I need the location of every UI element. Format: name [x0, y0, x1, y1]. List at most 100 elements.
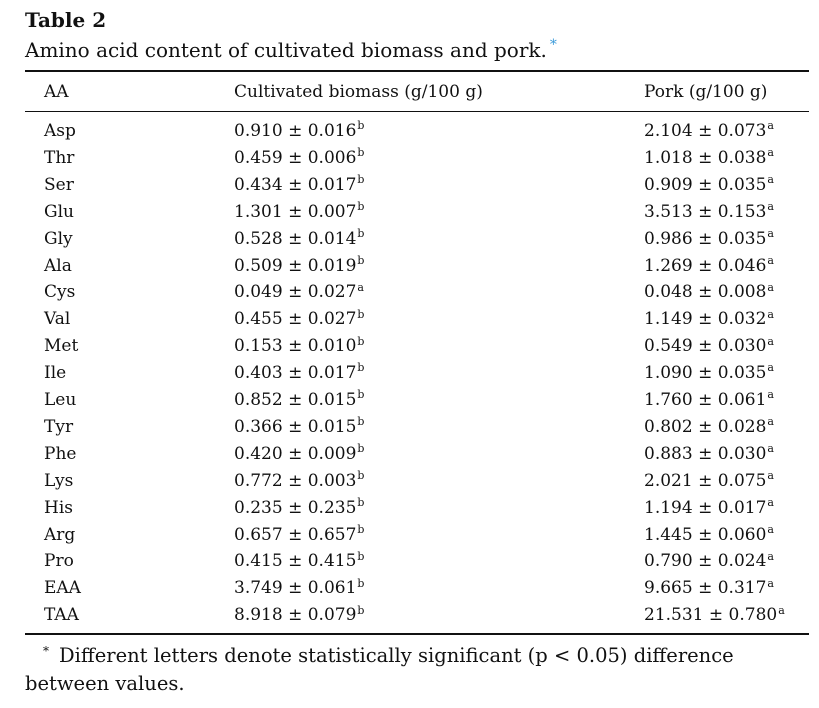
- cultivated-significance-letter: b: [357, 361, 365, 375]
- cell-cultivated: 0.049 ± 0.027a: [234, 279, 364, 306]
- cultivated-value: 0.434 ± 0.017: [234, 174, 357, 195]
- caption-footnote-link[interactable]: *: [549, 37, 557, 54]
- cell-aa: Thr: [44, 147, 75, 168]
- cell-aa: Ile: [44, 363, 67, 384]
- table-row: Ser 0.434 ± 0.017b 0.909 ± 0.035a: [0, 172, 819, 199]
- pork-significance-letter: a: [767, 119, 774, 133]
- cell-aa: Cys: [44, 282, 76, 303]
- cultivated-value: 0.910 ± 0.016: [234, 121, 357, 141]
- cultivated-significance-letter: b: [357, 146, 365, 160]
- cell-aa: Tyr: [44, 416, 74, 437]
- pork-value: 1.090 ± 0.035: [644, 363, 767, 384]
- cultivated-value: 8.918 ± 0.079: [234, 605, 357, 626]
- cell-aa: Leu: [44, 390, 77, 410]
- cell-aa: Ser: [44, 174, 74, 195]
- cell-aa: Pro: [44, 551, 74, 572]
- cell-pork: 1.269 ± 0.046a: [644, 253, 774, 280]
- pork-value: 1.149 ± 0.032: [644, 309, 767, 330]
- pork-value: 2.021 ± 0.075: [644, 470, 767, 491]
- pork-value: 21.531 ± 0.780: [644, 605, 778, 626]
- table-row: TAA 8.918 ± 0.079b 21.531 ± 0.780a: [0, 602, 819, 629]
- pork-significance-letter: a: [767, 253, 774, 267]
- cultivated-value: 0.235 ± 0.235: [234, 497, 357, 518]
- pork-significance-letter: a: [767, 442, 774, 456]
- table-row: Val 0.455 ± 0.027b 1.149 ± 0.032a: [0, 306, 819, 333]
- cell-aa: Arg: [44, 524, 76, 545]
- table-row: Gly 0.528 ± 0.014b 0.986 ± 0.035a: [0, 226, 819, 253]
- table-row: Lys 0.772 ± 0.003b 2.021 ± 0.075a: [0, 468, 819, 495]
- pork-value: 1.445 ± 0.060: [644, 524, 767, 545]
- cell-aa: His: [44, 497, 73, 518]
- pork-significance-letter: a: [767, 415, 774, 429]
- footnote-marker: *: [43, 643, 49, 658]
- cultivated-value: 0.528 ± 0.014: [234, 228, 357, 249]
- cell-aa: TAA: [44, 605, 79, 626]
- table-row: Met 0.153 ± 0.010b 0.549 ± 0.030a: [0, 333, 819, 360]
- cultivated-significance-letter: b: [357, 200, 365, 214]
- table-row: Thr 0.459 ± 0.006b 1.018 ± 0.038a: [0, 145, 819, 172]
- pork-value: 2.104 ± 0.073: [644, 121, 767, 141]
- cell-pork: 1.760 ± 0.061a: [644, 387, 774, 414]
- cell-aa: Phe: [44, 443, 77, 464]
- table-row: Cys 0.049 ± 0.027a 0.048 ± 0.008a: [0, 279, 819, 306]
- pork-value: 3.513 ± 0.153: [644, 201, 767, 222]
- table-row: Asp 0.910 ± 0.016b 2.104 ± 0.073a: [0, 118, 819, 145]
- pork-value: 0.802 ± 0.028: [644, 416, 767, 437]
- cultivated-value: 0.403 ± 0.017: [234, 363, 357, 384]
- cultivated-value: 1.301 ± 0.007: [234, 201, 357, 222]
- cultivated-significance-letter: b: [357, 226, 365, 240]
- pork-value: 0.986 ± 0.035: [644, 228, 767, 249]
- cultivated-value: 0.509 ± 0.019: [234, 255, 357, 276]
- table-row: Arg 0.657 ± 0.657b 1.445 ± 0.060a: [0, 522, 819, 549]
- cell-cultivated: 0.153 ± 0.010b: [234, 333, 364, 360]
- cell-pork: 0.549 ± 0.030a: [644, 333, 774, 360]
- cell-pork: 0.790 ± 0.024a: [644, 548, 774, 575]
- header-pork: Pork (g/100 g): [644, 82, 768, 102]
- cell-cultivated: 0.366 ± 0.015b: [234, 414, 364, 441]
- cultivated-value: 0.049 ± 0.027: [234, 282, 357, 303]
- table-row: Pro 0.415 ± 0.415b 0.790 ± 0.024a: [0, 548, 819, 575]
- cell-aa: Glu: [44, 201, 74, 222]
- cell-pork: 0.048 ± 0.008a: [644, 279, 774, 306]
- cultivated-significance-letter: b: [357, 334, 365, 348]
- cultivated-significance-letter: b: [357, 576, 365, 590]
- table-row: Ala 0.509 ± 0.019b 1.269 ± 0.046a: [0, 253, 819, 280]
- cell-pork: 1.445 ± 0.060a: [644, 522, 774, 549]
- cultivated-value: 0.657 ± 0.657: [234, 524, 357, 545]
- cell-pork: 1.149 ± 0.032a: [644, 306, 774, 333]
- cultivated-value: 0.415 ± 0.415: [234, 551, 357, 572]
- caption-text: Amino acid content of cultivated biomass…: [25, 38, 547, 62]
- table-row: Phe 0.420 ± 0.009b 0.883 ± 0.030a: [0, 441, 819, 468]
- pork-value: 1.194 ± 0.017: [644, 497, 767, 518]
- cultivated-value: 0.366 ± 0.015: [234, 416, 357, 437]
- cultivated-value: 0.455 ± 0.027: [234, 309, 357, 330]
- table-row: EAA 3.749 ± 0.061b 9.665 ± 0.317a: [0, 575, 819, 602]
- pork-significance-letter: a: [767, 200, 774, 214]
- pork-significance-letter: a: [778, 603, 785, 617]
- pork-value: 0.790 ± 0.024: [644, 551, 767, 572]
- pork-significance-letter: a: [767, 361, 774, 375]
- cell-pork: 3.513 ± 0.153a: [644, 199, 774, 226]
- table-footnote: * Different letters denote statistically …: [25, 642, 815, 698]
- header-aa: AA: [44, 82, 69, 102]
- table-header-rule: [25, 111, 809, 112]
- cell-cultivated: 0.415 ± 0.415b: [234, 548, 364, 575]
- cell-pork: 1.018 ± 0.038a: [644, 145, 774, 172]
- footnote-text: Different letters denote statistically s…: [25, 644, 734, 695]
- pork-significance-letter: a: [767, 173, 774, 187]
- cultivated-value: 0.459 ± 0.006: [234, 147, 357, 168]
- cell-cultivated: 0.509 ± 0.019b: [234, 253, 364, 280]
- pork-significance-letter: a: [767, 576, 774, 590]
- table-label: Table 2: [25, 8, 107, 32]
- table-row: Ile 0.403 ± 0.017b 1.090 ± 0.035a: [0, 360, 819, 387]
- cell-pork: 0.909 ± 0.035a: [644, 172, 774, 199]
- cell-cultivated: 0.910 ± 0.016b: [234, 118, 364, 145]
- cell-pork: 0.883 ± 0.030a: [644, 441, 774, 468]
- table-row: Tyr 0.366 ± 0.015b 0.802 ± 0.028a: [0, 414, 819, 441]
- cultivated-significance-letter: b: [357, 442, 365, 456]
- cell-cultivated: 0.459 ± 0.006b: [234, 145, 364, 172]
- cultivated-significance-letter: b: [357, 173, 365, 187]
- cultivated-significance-letter: b: [357, 469, 365, 483]
- cell-pork: 21.531 ± 0.780a: [644, 602, 785, 629]
- cultivated-significance-letter: b: [357, 522, 365, 536]
